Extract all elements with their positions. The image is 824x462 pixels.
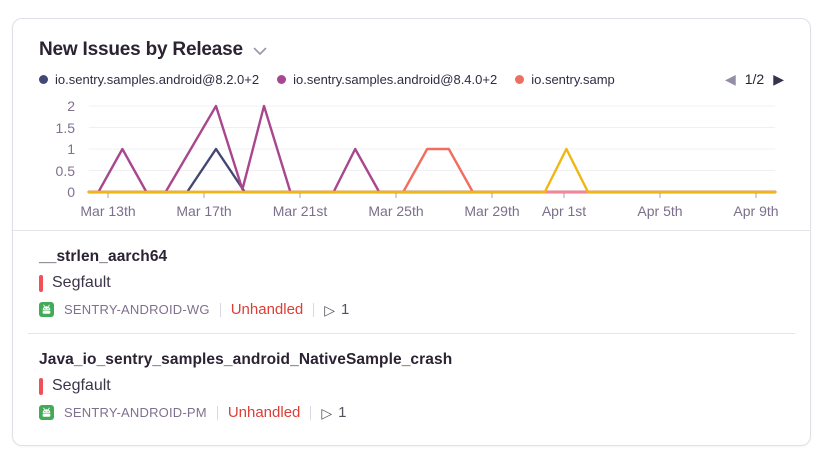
legend-item-release-2[interactable]: io.sentry.samples.android@8.4.0+2 [277,72,497,87]
separator [216,405,218,420]
issue-title-link[interactable]: Java_io_sentry_samples_android_NativeSam… [39,351,453,368]
legend-dot-icon [515,74,525,84]
legend-prev-button[interactable]: ◀ [724,71,736,87]
issue-type-label: Segfault [52,377,111,394]
unhandled-tag: Unhandled [230,301,304,318]
legend-label: io.sentry.samples.android@8.4.0+2 [293,71,498,87]
play-icon: ▷ [324,301,336,318]
legend-pagination: ◀ 1/2 ▶ [725,71,784,87]
legend-item-release-1[interactable]: io.sentry.samples.android@8.2.0+2 [39,72,259,87]
legend-dot-icon [39,74,48,84]
separator [310,405,312,420]
issue-list: __strlen_aarch64 Segfault [13,230,810,436]
android-platform-icon [39,405,54,420]
legend-dot-icon [277,74,287,84]
legend-page-indicator: 1/2 [744,71,765,87]
chart-plot [87,104,777,198]
widget-header: New Issues by Release io.sentry.samples.… [13,19,810,87]
unhandled-tag: Unhandled [227,404,301,421]
play-icon: ▷ [321,404,333,421]
widget-title[interactable]: New Issues by Release [39,39,243,60]
project-slug[interactable]: SENTRY-ANDROID-WG [64,302,210,317]
error-level-bar [39,274,43,292]
issue-row[interactable]: Java_io_sentry_samples_android_NativeSam… [13,334,810,436]
event-count: ▷ 1 [324,301,350,318]
chevron-down-icon[interactable] [253,47,267,56]
divider [28,333,795,334]
separator [219,302,221,317]
legend-label: io.sentry.samp [531,71,615,87]
chart-legend: io.sentry.samples.android@8.2.0+2 io.sen… [39,71,784,87]
line-chart[interactable]: 0 0.5 1 1.5 2 Mar 13th Mar 17th Mar 21st Mar 25… [13,95,810,230]
issue-title-link[interactable]: __strlen_aarch64 [39,248,168,265]
new-issues-widget-card: New Issues by Release io.sentry.samples.… [12,18,811,446]
error-level-bar [39,377,43,395]
legend-next-button[interactable]: ▶ [773,71,784,87]
project-slug[interactable]: SENTRY-ANDROID-PM [64,405,207,420]
issue-row[interactable]: __strlen_aarch64 Segfault [13,231,810,333]
android-platform-icon [39,302,54,317]
event-count: ▷ 1 [321,404,347,421]
legend-item-release-3[interactable]: io.sentry.samp [515,72,717,87]
separator [313,302,315,317]
issue-type-label: Segfault [52,274,111,291]
legend-label: io.sentry.samples.android@8.2.0+2 [55,71,260,87]
